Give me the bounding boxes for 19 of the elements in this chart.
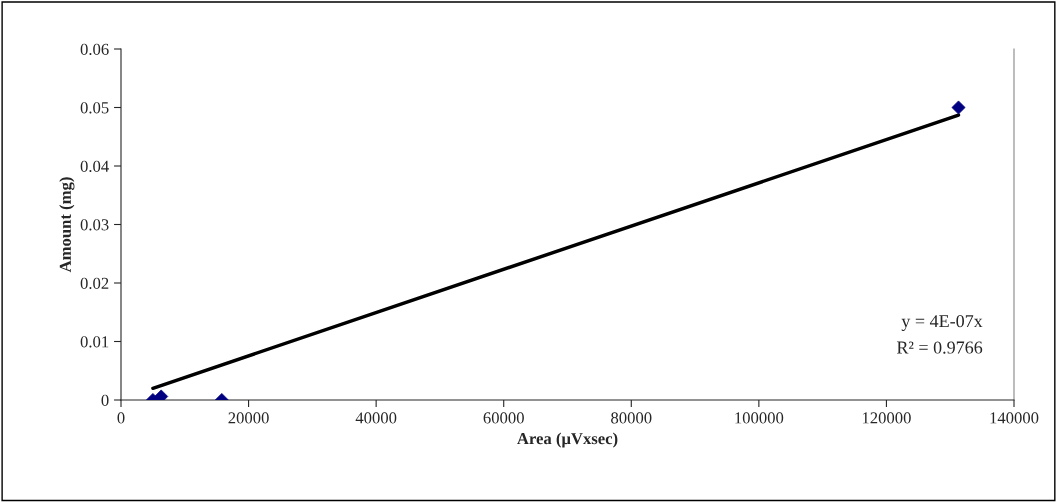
y-tick-label: 0.06 <box>80 43 109 56</box>
x-tick-label: 100000 <box>735 412 784 424</box>
x-axis-title: Area (μVxsec) <box>517 432 618 448</box>
y-tick-label: 0.02 <box>80 277 109 290</box>
y-tick-label: 0.01 <box>80 336 109 348</box>
x-tick-label: 20000 <box>228 412 269 424</box>
x-tick-label: 60000 <box>483 412 524 424</box>
x-tick-label: 0 <box>117 412 125 424</box>
x-tick-label: 120000 <box>862 412 911 424</box>
x-tick-label: 40000 <box>355 412 397 424</box>
y-axis-title: Amount (mg) <box>59 177 75 273</box>
x-tick-label: 80000 <box>611 412 652 424</box>
annotation: y = 4E-07x <box>901 315 983 331</box>
x-tick-label: 140000 <box>990 412 1039 424</box>
y-tick-label: 0.05 <box>80 102 109 114</box>
y-tick-label: 0 <box>101 394 109 406</box>
y-tick-label: 0.03 <box>80 219 109 231</box>
annotation: R² = 0.9766 <box>896 341 983 354</box>
y-tick-label: 0.04 <box>80 160 109 173</box>
